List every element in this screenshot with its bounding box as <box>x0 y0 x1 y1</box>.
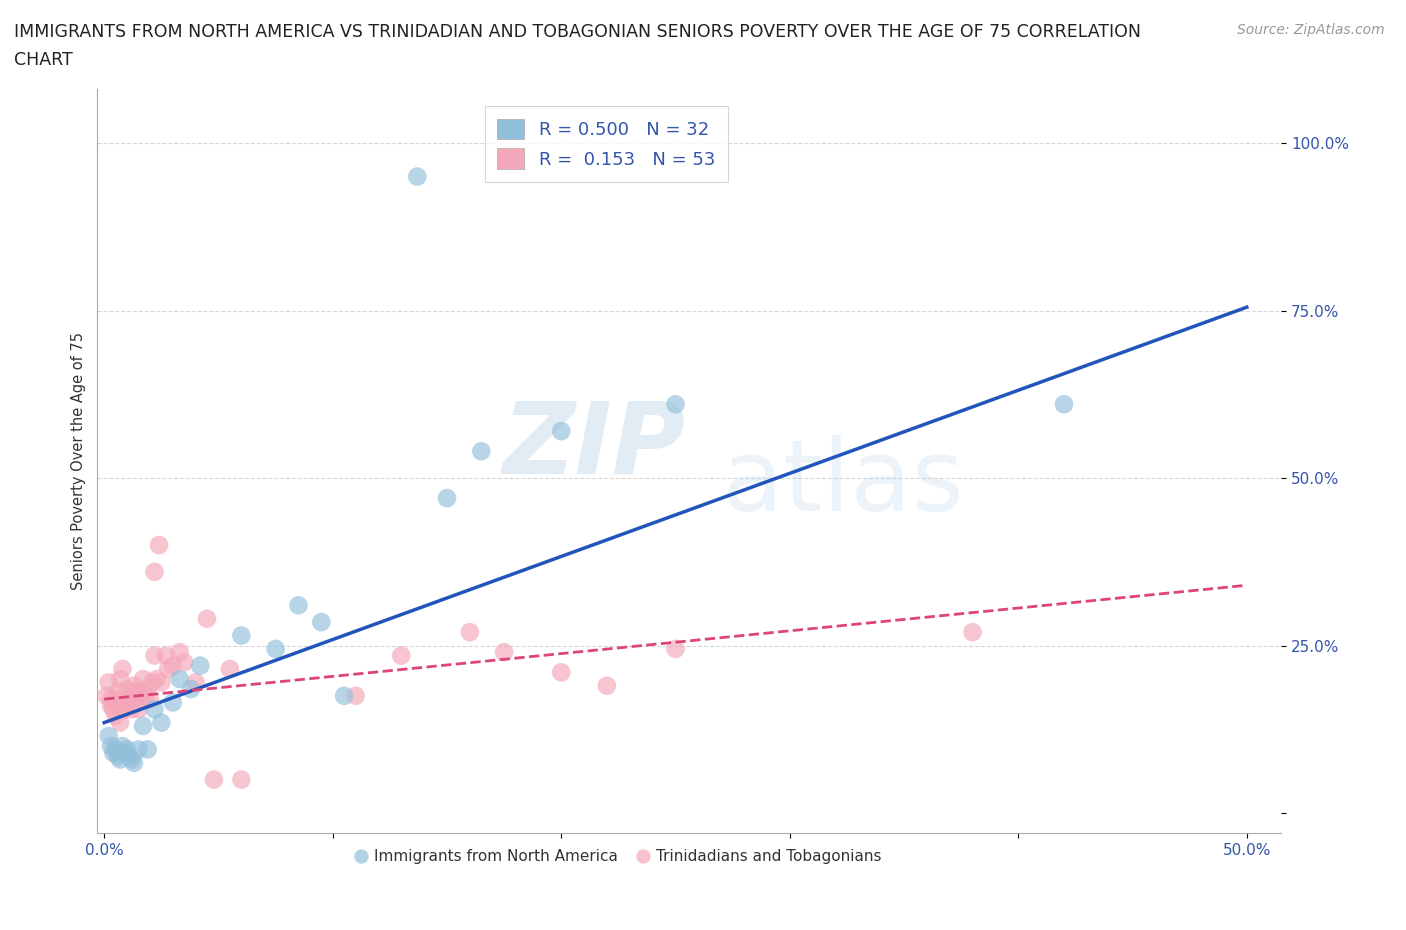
Point <box>664 397 686 412</box>
Point <box>129 692 152 707</box>
Point <box>143 565 166 579</box>
Point <box>132 719 155 734</box>
Point <box>121 685 143 700</box>
Point <box>127 702 149 717</box>
Point <box>344 688 367 703</box>
Point <box>141 675 163 690</box>
Point <box>107 749 129 764</box>
Point <box>118 749 141 764</box>
Point <box>180 682 202 697</box>
Point <box>150 715 173 730</box>
Point <box>104 692 127 707</box>
Point <box>114 702 136 717</box>
Point <box>134 688 156 703</box>
Text: Source: ZipAtlas.com: Source: ZipAtlas.com <box>1237 23 1385 37</box>
Point <box>264 642 287 657</box>
Point <box>111 702 134 717</box>
Point <box>169 671 191 686</box>
Point <box>121 702 143 717</box>
Point <box>136 742 159 757</box>
Point <box>219 661 242 676</box>
Point <box>97 675 120 690</box>
Text: IMMIGRANTS FROM NORTH AMERICA VS TRINIDADIAN AND TOBAGONIAN SENIORS POVERTY OVER: IMMIGRANTS FROM NORTH AMERICA VS TRINIDA… <box>14 23 1142 41</box>
Point <box>127 742 149 757</box>
Text: ZIP: ZIP <box>503 398 686 495</box>
Point <box>231 628 253 643</box>
Point <box>103 745 125 760</box>
Point <box>108 752 131 767</box>
Point <box>127 685 149 700</box>
Point <box>107 695 129 710</box>
Point <box>148 538 170 552</box>
Point <box>157 661 180 676</box>
Point <box>962 625 984 640</box>
Point <box>111 738 134 753</box>
Point <box>100 698 122 713</box>
Point <box>155 648 177 663</box>
Point <box>195 611 218 626</box>
Point <box>115 742 138 757</box>
Point <box>162 695 184 710</box>
Point <box>1053 397 1076 412</box>
Point <box>143 702 166 717</box>
Point <box>115 695 138 710</box>
Point <box>311 615 333 630</box>
Point <box>122 692 145 707</box>
Point <box>202 772 225 787</box>
Point <box>108 715 131 730</box>
Point <box>169 644 191 659</box>
Point <box>150 675 173 690</box>
Point <box>136 682 159 697</box>
Point <box>145 671 167 686</box>
Point <box>550 665 572 680</box>
Text: CHART: CHART <box>14 51 73 69</box>
Point <box>184 675 207 690</box>
Point <box>436 491 458 506</box>
Point <box>107 685 129 700</box>
Point <box>122 678 145 693</box>
Point <box>96 688 118 703</box>
Text: atlas: atlas <box>723 435 965 532</box>
Point <box>596 678 619 693</box>
Point <box>406 169 429 184</box>
Point <box>125 688 148 703</box>
Point <box>111 661 134 676</box>
Point <box>173 655 195 670</box>
Point <box>104 742 127 757</box>
Point <box>333 688 356 703</box>
Point <box>100 692 122 707</box>
Point <box>664 642 686 657</box>
Point <box>122 755 145 770</box>
Point <box>550 424 572 439</box>
Point <box>458 625 481 640</box>
Point <box>231 772 253 787</box>
Legend: Immigrants from North America, Trinidadians and Tobagonians: Immigrants from North America, Trinidadi… <box>349 843 889 870</box>
Point <box>100 738 122 753</box>
Point <box>118 692 141 707</box>
Point <box>139 692 162 707</box>
Point <box>108 671 131 686</box>
Y-axis label: Seniors Poverty Over the Age of 75: Seniors Poverty Over the Age of 75 <box>72 332 86 591</box>
Point <box>389 648 412 663</box>
Point <box>494 644 516 659</box>
Point <box>143 648 166 663</box>
Point <box>115 682 138 697</box>
Point <box>104 709 127 724</box>
Point <box>470 444 492 458</box>
Point <box>188 658 211 673</box>
Point <box>132 671 155 686</box>
Point <box>103 702 125 717</box>
Point <box>287 598 309 613</box>
Point <box>121 752 143 767</box>
Point <box>162 658 184 673</box>
Point <box>114 745 136 760</box>
Point <box>97 728 120 743</box>
